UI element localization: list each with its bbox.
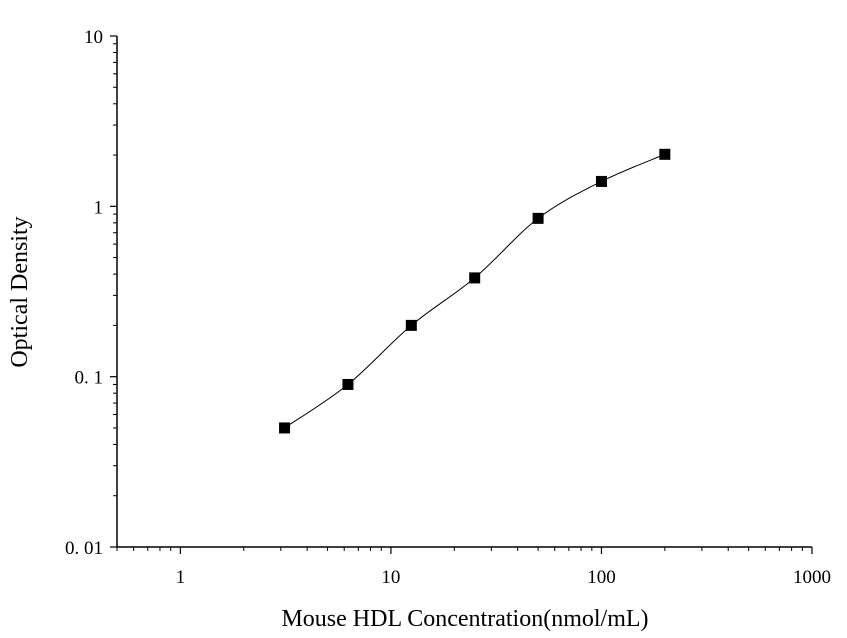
y-tick-label: 0. 1: [75, 368, 104, 389]
data-point: [595, 175, 607, 187]
x-axis-title: Mouse HDL Concentration(nmol/mL): [281, 606, 648, 632]
tick-labels: 1 10 100 1000 0. 01 0. 1 1 10: [65, 27, 831, 588]
data-point: [342, 378, 354, 390]
x-tick-label: 10: [381, 567, 400, 588]
x-tick-label: 100: [587, 567, 616, 588]
data-point: [469, 272, 481, 284]
data-point: [659, 148, 671, 160]
fit-curve: [284, 153, 666, 429]
data-point: [532, 212, 544, 224]
y-tick-label: 10: [84, 27, 103, 48]
axes: [116, 36, 812, 548]
y-tick-label: 0. 01: [65, 538, 103, 559]
y-axis-title: Optical Density: [7, 216, 33, 367]
data-point: [279, 422, 291, 434]
data-marks: [279, 148, 671, 434]
x-tick-label: 1: [176, 567, 186, 588]
y-tick-label: 1: [94, 197, 104, 218]
x-tick-label: 1000: [793, 567, 831, 588]
data-point: [405, 319, 417, 331]
ticks: [110, 35, 813, 554]
